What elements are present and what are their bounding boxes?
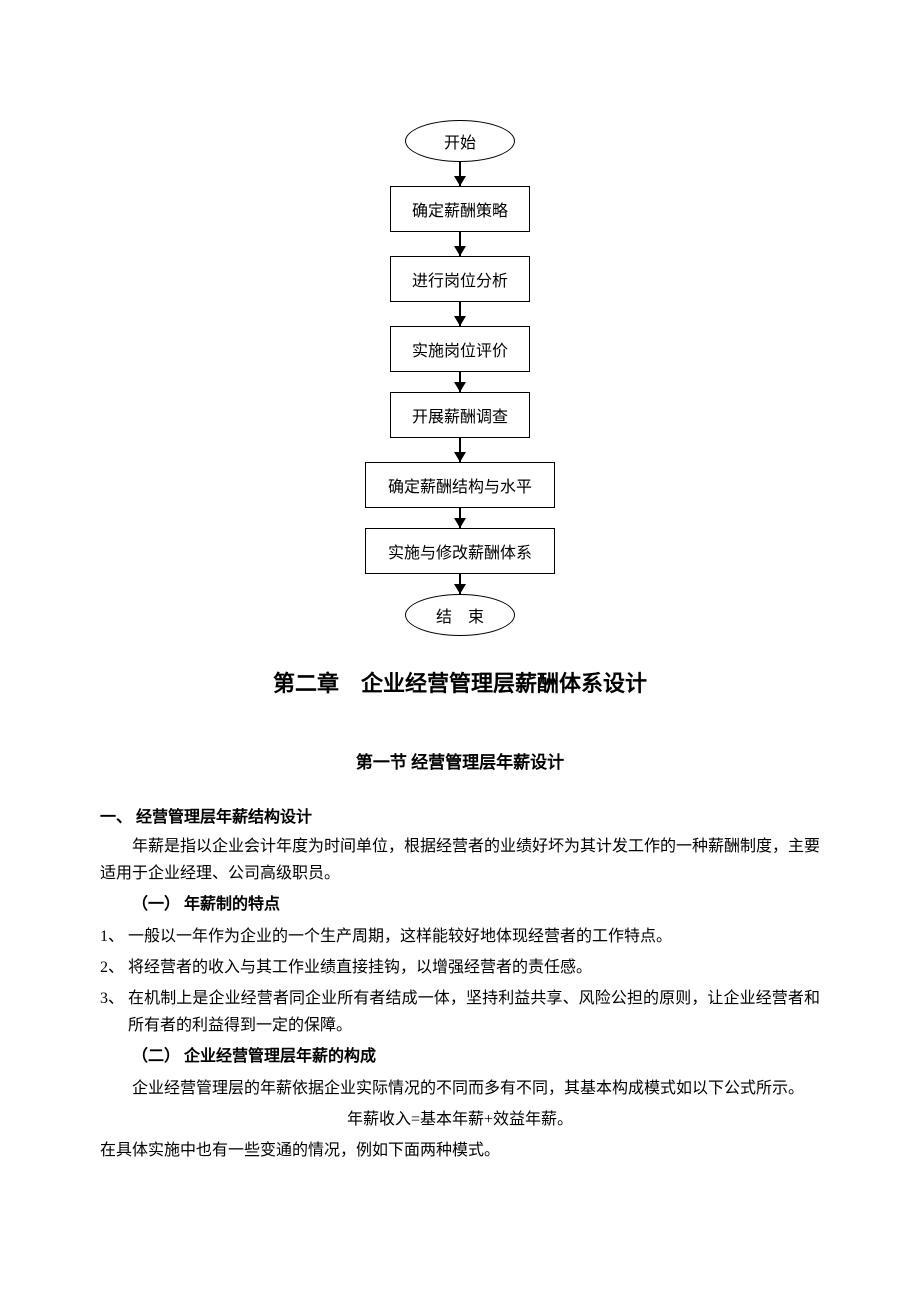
- flowchart-arrow: [459, 302, 461, 326]
- flowchart-node-n3: 实施岗位评价: [390, 326, 530, 372]
- list-item-text: 将经营者的收入与其工作业绩直接挂钩，以增强经营者的责任感。: [128, 954, 820, 981]
- paragraph: 年薪是指以企业会计年度为时间单位，根据经营者的业绩好坏为其计发工作的一种薪酬制度…: [100, 833, 820, 887]
- subsection-heading: 一、 经营管理层年薪结构设计: [100, 803, 820, 827]
- section-title: 第一节 经营管理层年薪设计: [100, 748, 820, 773]
- flowchart-arrow: [459, 372, 461, 392]
- paragraph: 在具体实施中也有一些变通的情况，例如下面两种模式。: [100, 1137, 820, 1164]
- list-item: 1、 一般以一年作为企业的一个生产周期，这样能较好地体现经营者的工作特点。: [100, 923, 820, 950]
- list-item-text: 在机制上是企业经营者同企业所有者结成一体，坚持利益共享、风险公担的原则，让企业经…: [128, 985, 820, 1039]
- list-item: 3、 在机制上是企业经营者同企业所有者结成一体，坚持利益共享、风险公担的原则，让…: [100, 985, 820, 1039]
- flowchart-arrow: [459, 232, 461, 256]
- list-item-number: 1、: [100, 923, 124, 950]
- list-item: 2、 将经营者的收入与其工作业绩直接挂钩，以增强经营者的责任感。: [100, 954, 820, 981]
- flowchart-node-n6: 实施与修改薪酬体系: [365, 528, 555, 574]
- paragraph: 企业经营管理层的年薪依据企业实际情况的不同而多有不同，其基本构成模式如以下公式所…: [100, 1075, 820, 1102]
- flowchart-arrow: [459, 508, 461, 528]
- chapter-title: 第二章 企业经营管理层薪酬体系设计: [100, 666, 820, 698]
- flowchart: 开始 确定薪酬策略 进行岗位分析 实施岗位评价 开展薪酬调查 确定薪酬结构与水平…: [100, 120, 820, 636]
- formula: 年薪收入=基本年薪+效益年薪。: [100, 1106, 820, 1133]
- flowchart-node-start: 开始: [405, 120, 515, 162]
- flowchart-node-n1: 确定薪酬策略: [390, 186, 530, 232]
- sub-heading-2: （二） 企业经营管理层年薪的构成: [100, 1043, 820, 1070]
- flowchart-node-n2: 进行岗位分析: [390, 256, 530, 302]
- sub-heading-1: （一） 年薪制的特点: [100, 891, 820, 918]
- list-item-number: 2、: [100, 954, 124, 981]
- flowchart-node-n5: 确定薪酬结构与水平: [365, 462, 555, 508]
- flowchart-node-end: 结 束: [405, 594, 515, 636]
- flowchart-arrow: [459, 438, 461, 462]
- list-item-number: 3、: [100, 985, 124, 1039]
- flowchart-node-n4: 开展薪酬调查: [390, 392, 530, 438]
- flowchart-arrow: [459, 574, 461, 594]
- list-item-text: 一般以一年作为企业的一个生产周期，这样能较好地体现经营者的工作特点。: [128, 923, 820, 950]
- flowchart-arrow: [459, 162, 461, 186]
